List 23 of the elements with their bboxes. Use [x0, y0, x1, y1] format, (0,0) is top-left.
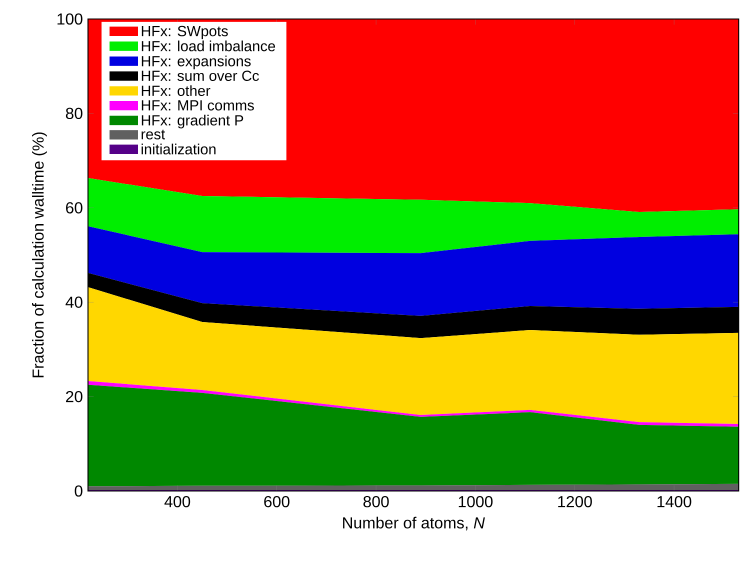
y-tick-label: 20: [66, 390, 82, 402]
legend-label: HFx: load imbalance: [142, 40, 276, 52]
y-axis-title: Fraction of calculation walltime (%): [32, 132, 47, 378]
x-tick-label: 1000: [458, 496, 493, 508]
legend-label: rest: [142, 130, 166, 140]
y-tick-label: 60: [66, 202, 82, 214]
legend-label: HFx: MPI comms: [142, 100, 254, 110]
legend-label: HFx: expansions: [142, 56, 251, 70]
legend-label: HFx: sum over Cc: [142, 70, 259, 81]
legend-label: HFx: gradient P: [142, 114, 244, 128]
x-tick-label: 1400: [658, 496, 692, 508]
x-tick-label: 600: [264, 496, 290, 508]
y-tick-label: 100: [58, 13, 82, 25]
x-tick-label: 1200: [558, 496, 592, 508]
legend-label: HFx: SWpots: [142, 26, 228, 40]
y-tick-label: 80: [66, 108, 82, 120]
x-axis-title: Number of atoms, N: [343, 516, 485, 530]
legend-label: HFx: other: [142, 85, 210, 96]
x-tick-label: 800: [363, 496, 389, 508]
x-tick-label: 400: [164, 496, 190, 508]
y-tick-label: 40: [66, 296, 82, 308]
y-tick-label: 0: [74, 485, 82, 497]
legend-label: initialization: [142, 144, 216, 154]
